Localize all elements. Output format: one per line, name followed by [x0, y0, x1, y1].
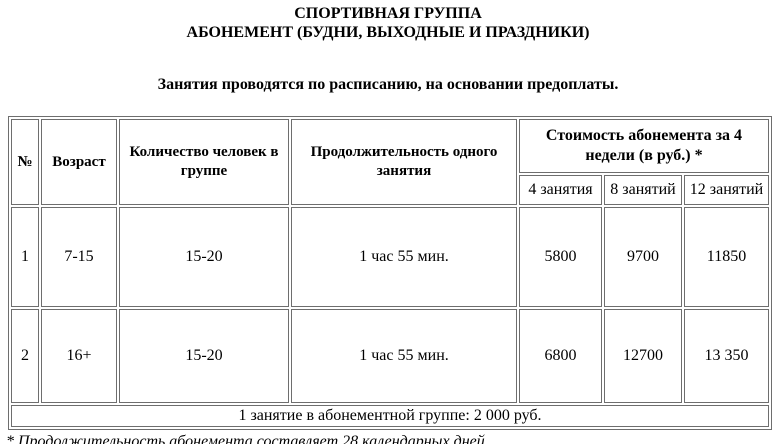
- page-title: СПОРТИВНАЯ ГРУППА АБОНЕМЕНТ (БУДНИ, ВЫХО…: [0, 0, 776, 42]
- cell-row2-age: 16+: [41, 309, 117, 403]
- cell-row2-num: 2: [11, 309, 39, 403]
- cell-row2-duration: 1 час 55 мин.: [291, 309, 517, 403]
- page-title-line2: АБОНЕМЕНТ (БУДНИ, ВЫХОДНЫЕ И ПРАЗДНИКИ): [186, 24, 590, 41]
- header-duration: Продолжительность одного занятия: [291, 119, 517, 205]
- schedule-note: Занятия проводятся по расписанию, на осн…: [157, 76, 619, 93]
- table-row: 2 16+ 15-20 1 час 55 мин. 6800 12700 13 …: [11, 309, 769, 403]
- cell-row2-price4: 6800: [519, 309, 602, 403]
- header-num: №: [11, 119, 39, 205]
- table-subheader-row: 4 занятия 8 занятий 12 занятий: [11, 175, 769, 205]
- page-title-line1: СПОРТИВНАЯ ГРУППА: [294, 5, 482, 22]
- cell-row2-price12: 13 350: [684, 309, 769, 403]
- header-price-group: Стоимость абонемента за 4 недели (в руб.…: [519, 119, 769, 173]
- cell-row2-price8: 12700: [604, 309, 682, 403]
- header-group-size: Количество человек в группе: [119, 119, 289, 205]
- footnote: * Продолжительность абонемента составляе…: [6, 433, 489, 444]
- cell-row1-duration: 1 час 55 мин.: [291, 207, 517, 307]
- cell-row1-group-size: 15-20: [119, 207, 289, 307]
- header-price-8: 8 занятий: [604, 175, 682, 205]
- cell-row1-price8: 9700: [604, 207, 682, 307]
- cell-row1-num: 1: [11, 207, 39, 307]
- cell-row1-age: 7-15: [41, 207, 117, 307]
- header-price-12: 12 занятий: [684, 175, 769, 205]
- table-footer-row: 1 занятие в абонементной группе: 2 000 р…: [11, 405, 769, 427]
- cell-row1-price4: 5800: [519, 207, 602, 307]
- header-age: Возраст: [41, 119, 117, 205]
- table-header-row: № Возраст Количество человек в группе Пр…: [11, 119, 769, 205]
- table-row: 1 7-15 15-20 1 час 55 мин. 5800 9700 118…: [11, 207, 769, 307]
- price-table: № Возраст Количество человек в группе Пр…: [8, 116, 772, 430]
- header-price-4: 4 занятия: [519, 175, 602, 205]
- cell-row1-price12: 11850: [684, 207, 769, 307]
- cell-row2-group-size: 15-20: [119, 309, 289, 403]
- footer-price-note: 1 занятие в абонементной группе: 2 000 р…: [11, 405, 769, 427]
